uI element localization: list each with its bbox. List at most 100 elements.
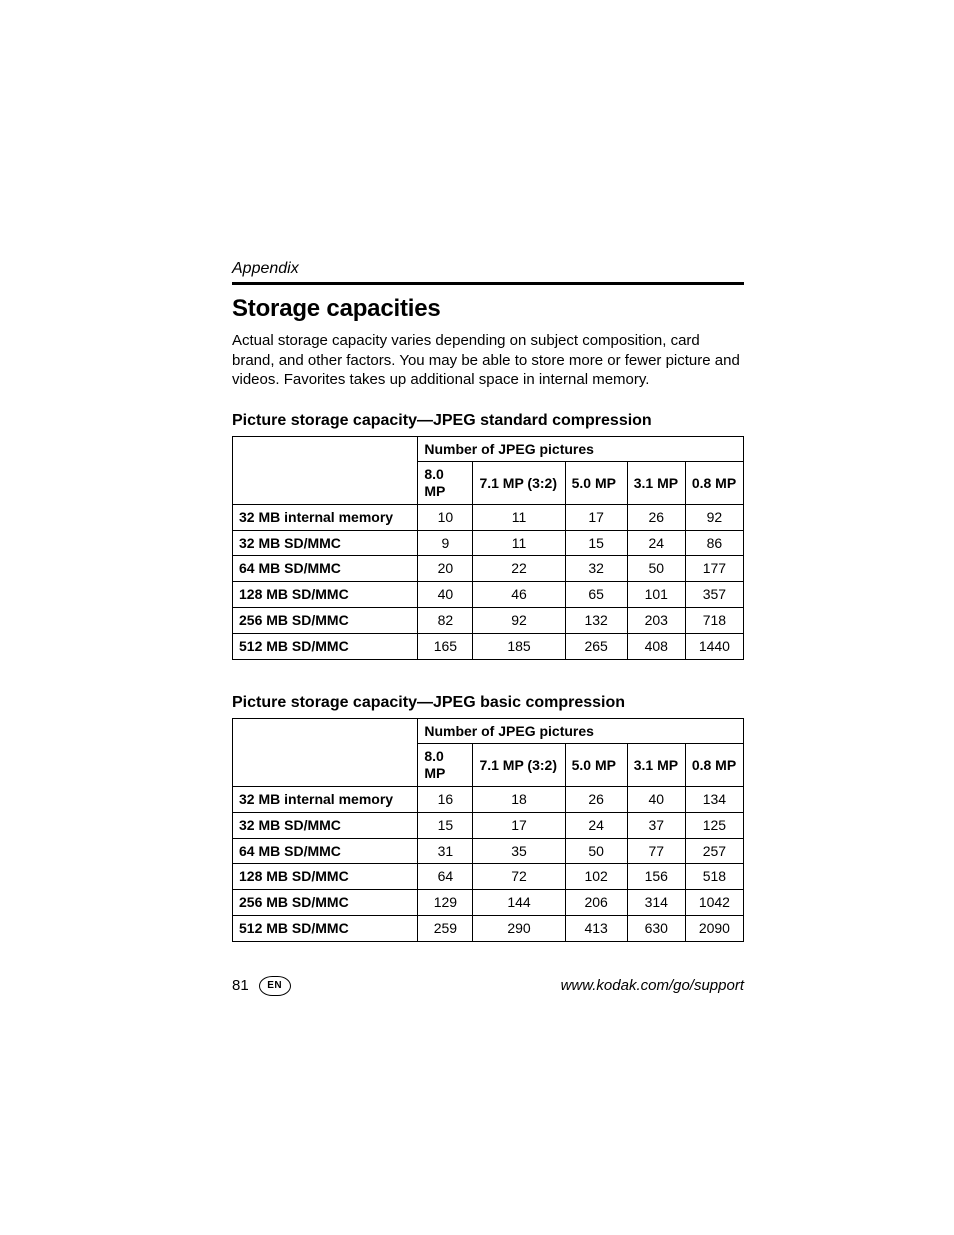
row-label: 32 MB internal memory [233, 504, 418, 530]
table-block-basic: Picture storage capacity—JPEG basic comp… [232, 694, 744, 942]
table-row: 128 MB SD/MMC 40 46 65 101 357 [233, 582, 744, 608]
col-header: 0.8 MP [685, 462, 743, 505]
cell: 177 [685, 556, 743, 582]
cell: 77 [627, 838, 685, 864]
table-row: 512 MB SD/MMC 165 185 265 408 1440 [233, 633, 744, 659]
section-rule [232, 282, 744, 285]
col-header: 7.1 MP (3:2) [473, 744, 565, 787]
cell: 26 [565, 787, 627, 813]
cell: 630 [627, 916, 685, 942]
cell: 11 [473, 504, 565, 530]
col-header: 8.0 MP [418, 462, 473, 505]
table-heading: Picture storage capacity—JPEG standard c… [232, 412, 744, 430]
col-header: 3.1 MP [627, 744, 685, 787]
cell: 20 [418, 556, 473, 582]
cell: 50 [565, 838, 627, 864]
cell: 65 [565, 582, 627, 608]
row-label: 32 MB SD/MMC [233, 812, 418, 838]
table-group-header: Number of JPEG pictures [418, 718, 744, 744]
cell: 165 [418, 633, 473, 659]
cell: 92 [685, 504, 743, 530]
cell: 102 [565, 864, 627, 890]
table-corner-cell [233, 718, 418, 786]
footer-left: 81 EN [232, 976, 291, 996]
cell: 132 [565, 608, 627, 634]
cell: 1042 [685, 890, 743, 916]
cell: 265 [565, 633, 627, 659]
table-row: 64 MB SD/MMC 31 35 50 77 257 [233, 838, 744, 864]
cell: 101 [627, 582, 685, 608]
cell: 35 [473, 838, 565, 864]
table-block-standard: Picture storage capacity—JPEG standard c… [232, 412, 744, 660]
table-corner-cell [233, 436, 418, 504]
page-footer: 81 EN www.kodak.com/go/support [232, 976, 744, 996]
cell: 86 [685, 530, 743, 556]
row-label: 512 MB SD/MMC [233, 633, 418, 659]
cell: 40 [418, 582, 473, 608]
table-row: 64 MB SD/MMC 20 22 32 50 177 [233, 556, 744, 582]
cell: 24 [565, 812, 627, 838]
cell: 37 [627, 812, 685, 838]
cell: 32 [565, 556, 627, 582]
table-row: 256 MB SD/MMC 82 92 132 203 718 [233, 608, 744, 634]
cell: 2090 [685, 916, 743, 942]
row-label: 128 MB SD/MMC [233, 582, 418, 608]
cell: 92 [473, 608, 565, 634]
row-label: 128 MB SD/MMC [233, 864, 418, 890]
page-number: 81 [232, 977, 249, 994]
cell: 15 [418, 812, 473, 838]
table-row: 32 MB SD/MMC 15 17 24 37 125 [233, 812, 744, 838]
cell: 518 [685, 864, 743, 890]
table-header-row: Number of JPEG pictures [233, 436, 744, 462]
col-header: 5.0 MP [565, 744, 627, 787]
cell: 206 [565, 890, 627, 916]
cell: 408 [627, 633, 685, 659]
cell: 24 [627, 530, 685, 556]
table-row: 32 MB internal memory 16 18 26 40 134 [233, 787, 744, 813]
cell: 82 [418, 608, 473, 634]
capacity-table-basic: Number of JPEG pictures 8.0 MP 7.1 MP (3… [232, 718, 744, 942]
col-header: 0.8 MP [685, 744, 743, 787]
cell: 259 [418, 916, 473, 942]
cell: 413 [565, 916, 627, 942]
page: Appendix Storage capacities Actual stora… [0, 0, 954, 996]
table-row: 256 MB SD/MMC 129 144 206 314 1042 [233, 890, 744, 916]
cell: 18 [473, 787, 565, 813]
cell: 17 [565, 504, 627, 530]
cell: 15 [565, 530, 627, 556]
row-label: 256 MB SD/MMC [233, 608, 418, 634]
cell: 16 [418, 787, 473, 813]
table-row: 32 MB internal memory 10 11 17 26 92 [233, 504, 744, 530]
cell: 11 [473, 530, 565, 556]
footer-url: www.kodak.com/go/support [561, 977, 744, 994]
table-group-header: Number of JPEG pictures [418, 436, 744, 462]
cell: 10 [418, 504, 473, 530]
row-label: 512 MB SD/MMC [233, 916, 418, 942]
page-title: Storage capacities [232, 295, 744, 323]
cell: 185 [473, 633, 565, 659]
col-header: 8.0 MP [418, 744, 473, 787]
cell: 129 [418, 890, 473, 916]
row-label: 32 MB SD/MMC [233, 530, 418, 556]
col-header: 3.1 MP [627, 462, 685, 505]
cell: 156 [627, 864, 685, 890]
section-header: Appendix [232, 260, 744, 278]
cell: 9 [418, 530, 473, 556]
table-header-row: Number of JPEG pictures [233, 718, 744, 744]
col-header: 5.0 MP [565, 462, 627, 505]
col-header: 7.1 MP (3:2) [473, 462, 565, 505]
cell: 72 [473, 864, 565, 890]
row-label: 64 MB SD/MMC [233, 556, 418, 582]
cell: 125 [685, 812, 743, 838]
row-label: 64 MB SD/MMC [233, 838, 418, 864]
cell: 50 [627, 556, 685, 582]
cell: 17 [473, 812, 565, 838]
cell: 257 [685, 838, 743, 864]
cell: 22 [473, 556, 565, 582]
cell: 40 [627, 787, 685, 813]
cell: 64 [418, 864, 473, 890]
table-row: 128 MB SD/MMC 64 72 102 156 518 [233, 864, 744, 890]
table-row: 512 MB SD/MMC 259 290 413 630 2090 [233, 916, 744, 942]
cell: 314 [627, 890, 685, 916]
row-label: 32 MB internal memory [233, 787, 418, 813]
